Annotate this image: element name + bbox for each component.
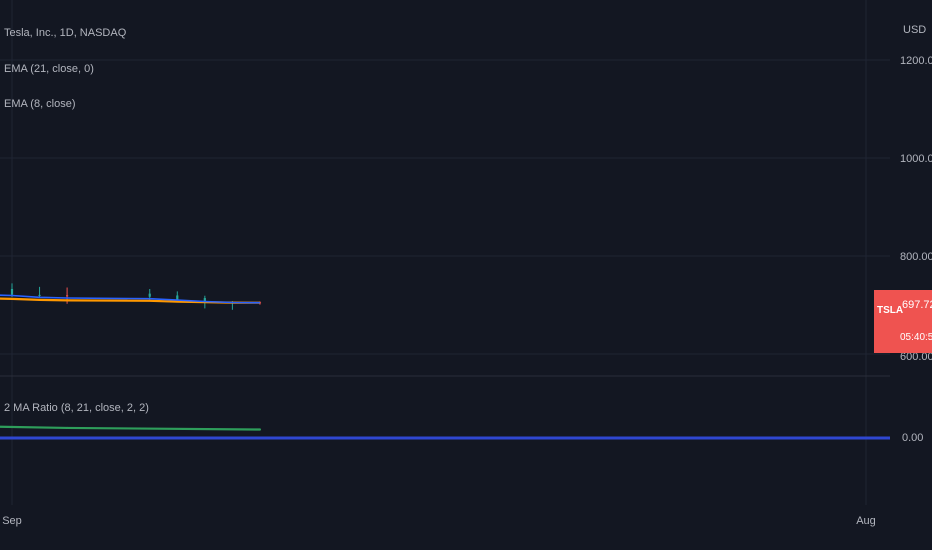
candle-body xyxy=(176,295,179,300)
symbol-title[interactable]: Tesla, Inc., 1D, NASDAQ xyxy=(4,27,127,39)
candle-body xyxy=(38,294,41,296)
price-tick-1200: 1200.00 xyxy=(900,55,932,67)
candle-body xyxy=(258,302,262,304)
candle-body xyxy=(10,289,14,295)
grid-lines xyxy=(0,0,890,505)
time-tick-aug: Aug xyxy=(856,515,876,527)
time-axis[interactable]: SepOctNovDec2022FebMarAprMayJunJulAug xyxy=(0,515,876,527)
ema-8-legend[interactable]: EMA (8, close) xyxy=(4,98,76,110)
price-scale[interactable]: USD 1200.00 1000.00 800.00 600.00 0.00 xyxy=(900,24,932,444)
price-badge[interactable]: TSLA 697.72 05:40:55 xyxy=(874,290,932,353)
time-tick-sep: Sep xyxy=(2,515,22,527)
candle[interactable] xyxy=(258,301,262,305)
candle-body xyxy=(65,295,69,297)
indicator-legend[interactable]: 2 MA Ratio (8, 21, close, 2, 2) xyxy=(4,402,149,414)
candle[interactable] xyxy=(38,286,41,298)
currency-label: USD xyxy=(903,24,926,36)
price-tick-800: 800.00 xyxy=(900,251,932,263)
price-badge-box xyxy=(874,290,932,353)
oscillator-segment xyxy=(65,426,262,431)
price-tick-1000: 1000.00 xyxy=(900,153,932,165)
candle-body xyxy=(148,293,151,297)
price-badge-ticker: TSLA xyxy=(877,305,903,316)
oscillator-line xyxy=(0,425,262,431)
price-badge-countdown: 05:40:55 xyxy=(900,332,932,343)
candle-body xyxy=(203,298,206,303)
osc-tick-zero: 0.00 xyxy=(902,432,923,444)
ema-21-legend[interactable]: EMA (21, close, 0) xyxy=(4,63,94,75)
oscillator-segment xyxy=(0,425,69,430)
price-tick-600: 600.00 xyxy=(900,351,932,363)
price-badge-price: 697.72 xyxy=(902,299,932,311)
